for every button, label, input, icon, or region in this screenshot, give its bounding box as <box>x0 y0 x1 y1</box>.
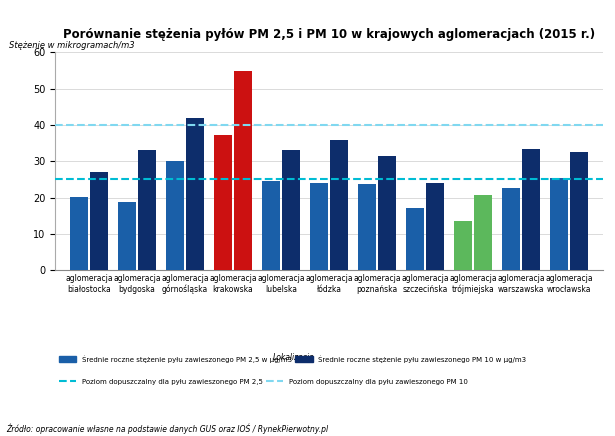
Bar <box>234 71 252 270</box>
Bar <box>282 150 300 270</box>
Bar <box>262 181 280 270</box>
Bar <box>522 149 540 270</box>
Bar <box>70 197 88 270</box>
Bar <box>90 172 108 270</box>
Bar <box>570 151 588 270</box>
Bar <box>426 183 444 270</box>
Bar <box>330 140 348 270</box>
Bar <box>406 208 424 270</box>
Bar <box>166 161 184 270</box>
Text: Lokalizacja: Lokalizacja <box>272 353 314 362</box>
Bar <box>502 188 520 270</box>
Bar <box>138 150 156 270</box>
Bar <box>454 221 472 270</box>
Bar <box>378 156 396 270</box>
Bar <box>310 184 328 270</box>
Legend: Poziom dopuszczalny dla pyłu zawieszonego PM 2,5, Poziom dopuszczalny dla pyłu z: Poziom dopuszczalny dla pyłu zawieszoneg… <box>59 378 468 385</box>
Bar <box>214 135 232 270</box>
Bar <box>474 195 492 270</box>
Title: Porównanie stężenia pyłów PM 2,5 i PM 10 w krajowych aglomeracjach (2015 r.): Porównanie stężenia pyłów PM 2,5 i PM 10… <box>63 28 595 41</box>
Text: Źródło: opracowanie własne na podstawie danych GUS oraz IOŚ / RynekPierwotny.pl: Źródło: opracowanie własne na podstawie … <box>6 423 328 434</box>
Bar <box>358 184 376 270</box>
Bar <box>550 178 568 270</box>
Text: Stężenie w mikrogramach/m3: Stężenie w mikrogramach/m3 <box>9 41 135 51</box>
Bar <box>186 118 204 270</box>
Bar <box>118 201 137 270</box>
